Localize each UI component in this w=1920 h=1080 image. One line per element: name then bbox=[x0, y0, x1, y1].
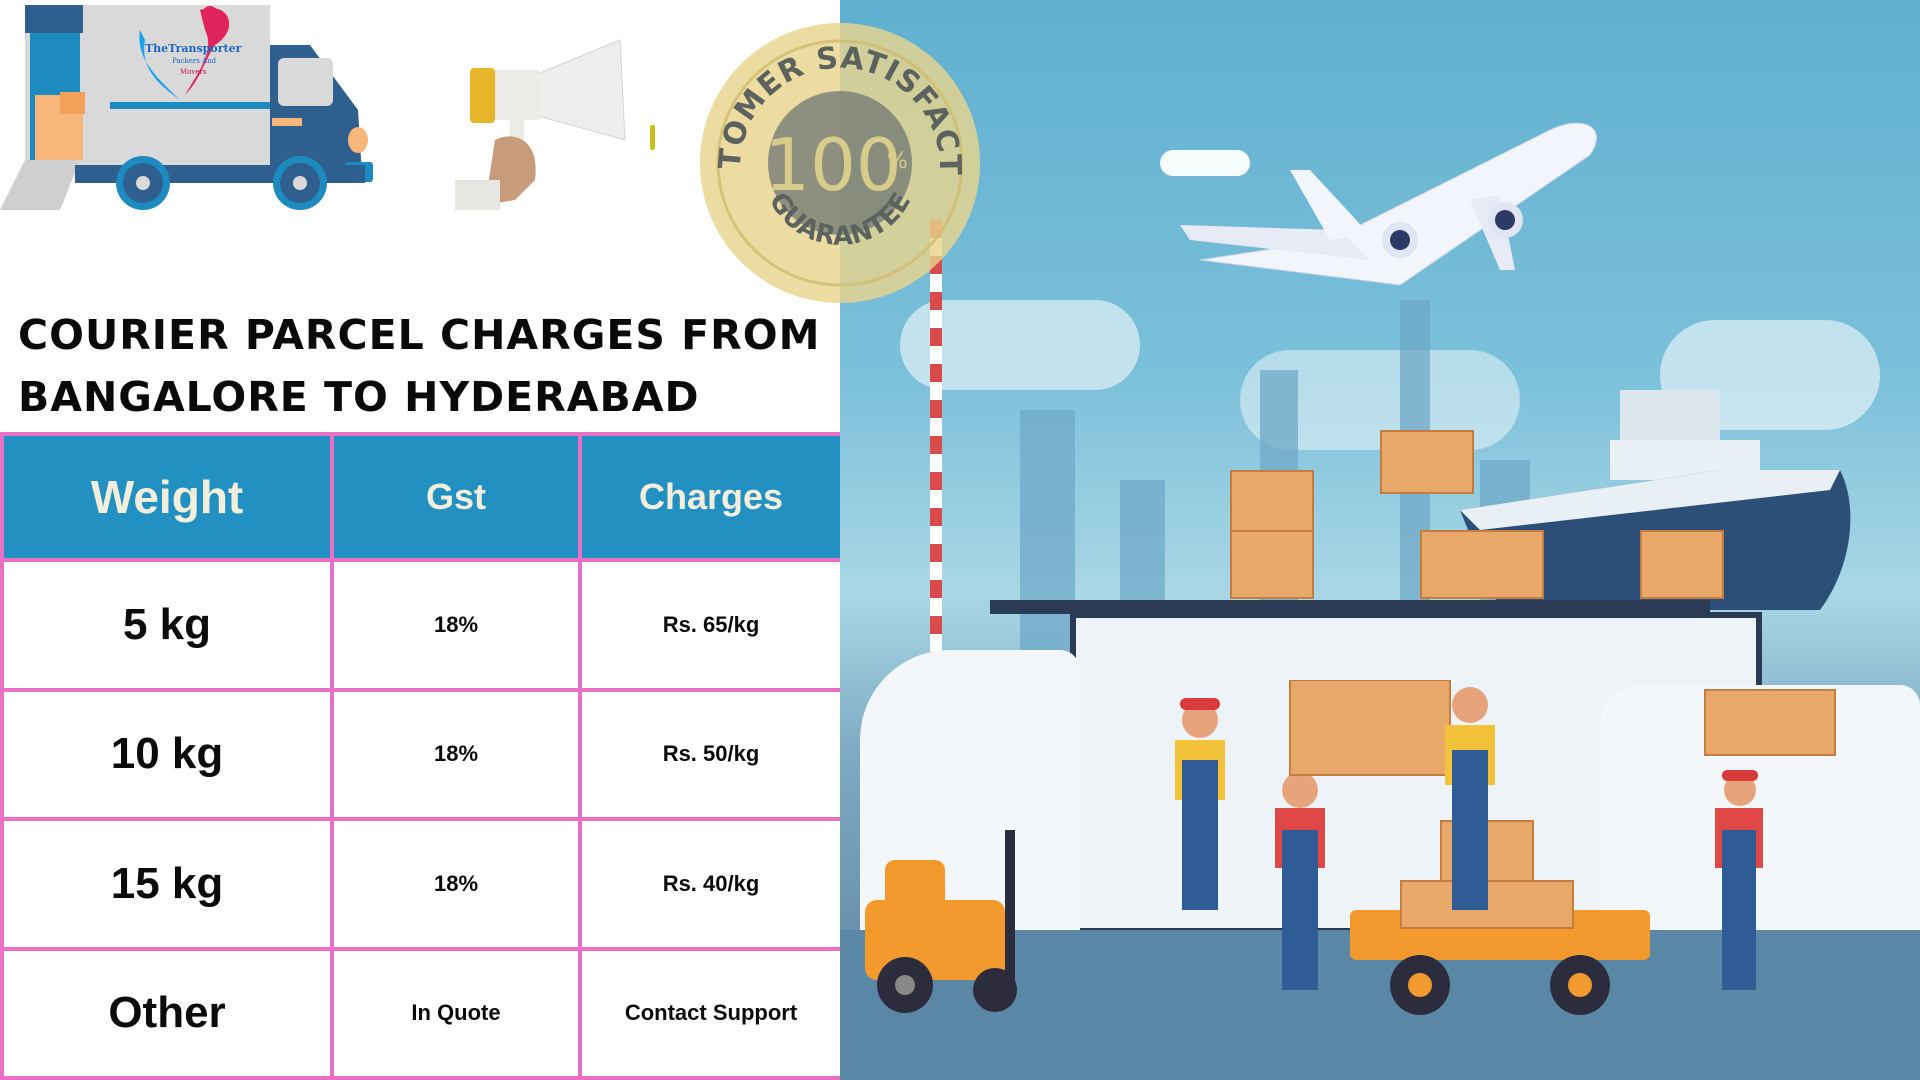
svg-text:TheTransporter: TheTransporter bbox=[145, 42, 242, 55]
cell-gst: 18% bbox=[330, 558, 582, 692]
svg-text:%: % bbox=[887, 149, 908, 174]
airplane-icon bbox=[1180, 122, 1597, 286]
column-header-gst: Gst bbox=[330, 432, 582, 562]
box-icon bbox=[1640, 530, 1724, 599]
left-panel: TheTransporter Packers And Movers COURIE… bbox=[0, 0, 844, 1080]
platform bbox=[990, 600, 1710, 614]
page-title: COURIER PARCEL CHARGES FROM BANGALORE TO… bbox=[18, 304, 820, 428]
svg-text:Movers: Movers bbox=[180, 68, 207, 76]
worker-icon bbox=[1715, 770, 1763, 990]
cell-gst: 18% bbox=[330, 687, 582, 821]
satisfaction-guarantee-seal-icon: CUSTOMER SATISFACTION GUARANTEE 100 % bbox=[695, 18, 980, 303]
svg-text:100: 100 bbox=[764, 123, 901, 207]
cell-charges: Contact Support bbox=[578, 946, 844, 1080]
title-line-2: BANGALORE TO HYDERABAD bbox=[18, 373, 700, 421]
logistics-illustration bbox=[840, 0, 1920, 1080]
cell-gst: In Quote bbox=[330, 946, 582, 1080]
box-icon bbox=[1230, 470, 1314, 534]
cell-charges: Rs. 65/kg bbox=[578, 558, 844, 692]
table-row: Other In Quote Contact Support bbox=[0, 946, 844, 1080]
cell-weight: 15 kg bbox=[0, 817, 334, 951]
column-header-weight: Weight bbox=[0, 432, 334, 562]
worker-icon bbox=[1445, 687, 1495, 910]
box-icon bbox=[1420, 530, 1544, 599]
table-row: 15 kg 18% Rs. 40/kg bbox=[0, 817, 844, 951]
cell-weight: 5 kg bbox=[0, 558, 334, 692]
cloud-icon bbox=[1160, 150, 1250, 176]
cell-charges: Rs. 40/kg bbox=[578, 817, 844, 951]
forklift-icon bbox=[865, 830, 1017, 1013]
table-row: 10 kg 18% Rs. 50/kg bbox=[0, 687, 844, 821]
workers-with-boxes bbox=[1175, 680, 1836, 990]
worker-icon bbox=[1175, 698, 1225, 910]
column-header-charges: Charges bbox=[578, 432, 844, 562]
cell-weight: 10 kg bbox=[0, 687, 334, 821]
cell-weight: Other bbox=[0, 946, 334, 1080]
box-icon bbox=[1289, 680, 1451, 776]
svg-text:Packers And: Packers And bbox=[172, 57, 217, 65]
title-line-1: COURIER PARCEL CHARGES FROM bbox=[18, 311, 821, 359]
cell-charges: Rs. 50/kg bbox=[578, 687, 844, 821]
box-icon bbox=[1230, 530, 1314, 599]
table-row: 5 kg 18% Rs. 65/kg bbox=[0, 558, 844, 692]
box-icon bbox=[1380, 430, 1474, 494]
box-icon bbox=[1704, 689, 1836, 756]
cell-gst: 18% bbox=[330, 817, 582, 951]
courier-charges-table: Weight Gst Charges 5 kg 18% Rs. 65/kg 10… bbox=[0, 432, 844, 1080]
table-header-row: Weight Gst Charges bbox=[0, 432, 844, 562]
moving-truck-logo-image: TheTransporter Packers And Movers bbox=[0, 5, 373, 210]
tower-icon bbox=[930, 220, 942, 700]
worker-icon bbox=[1275, 772, 1325, 990]
megaphone-icon bbox=[455, 39, 655, 210]
